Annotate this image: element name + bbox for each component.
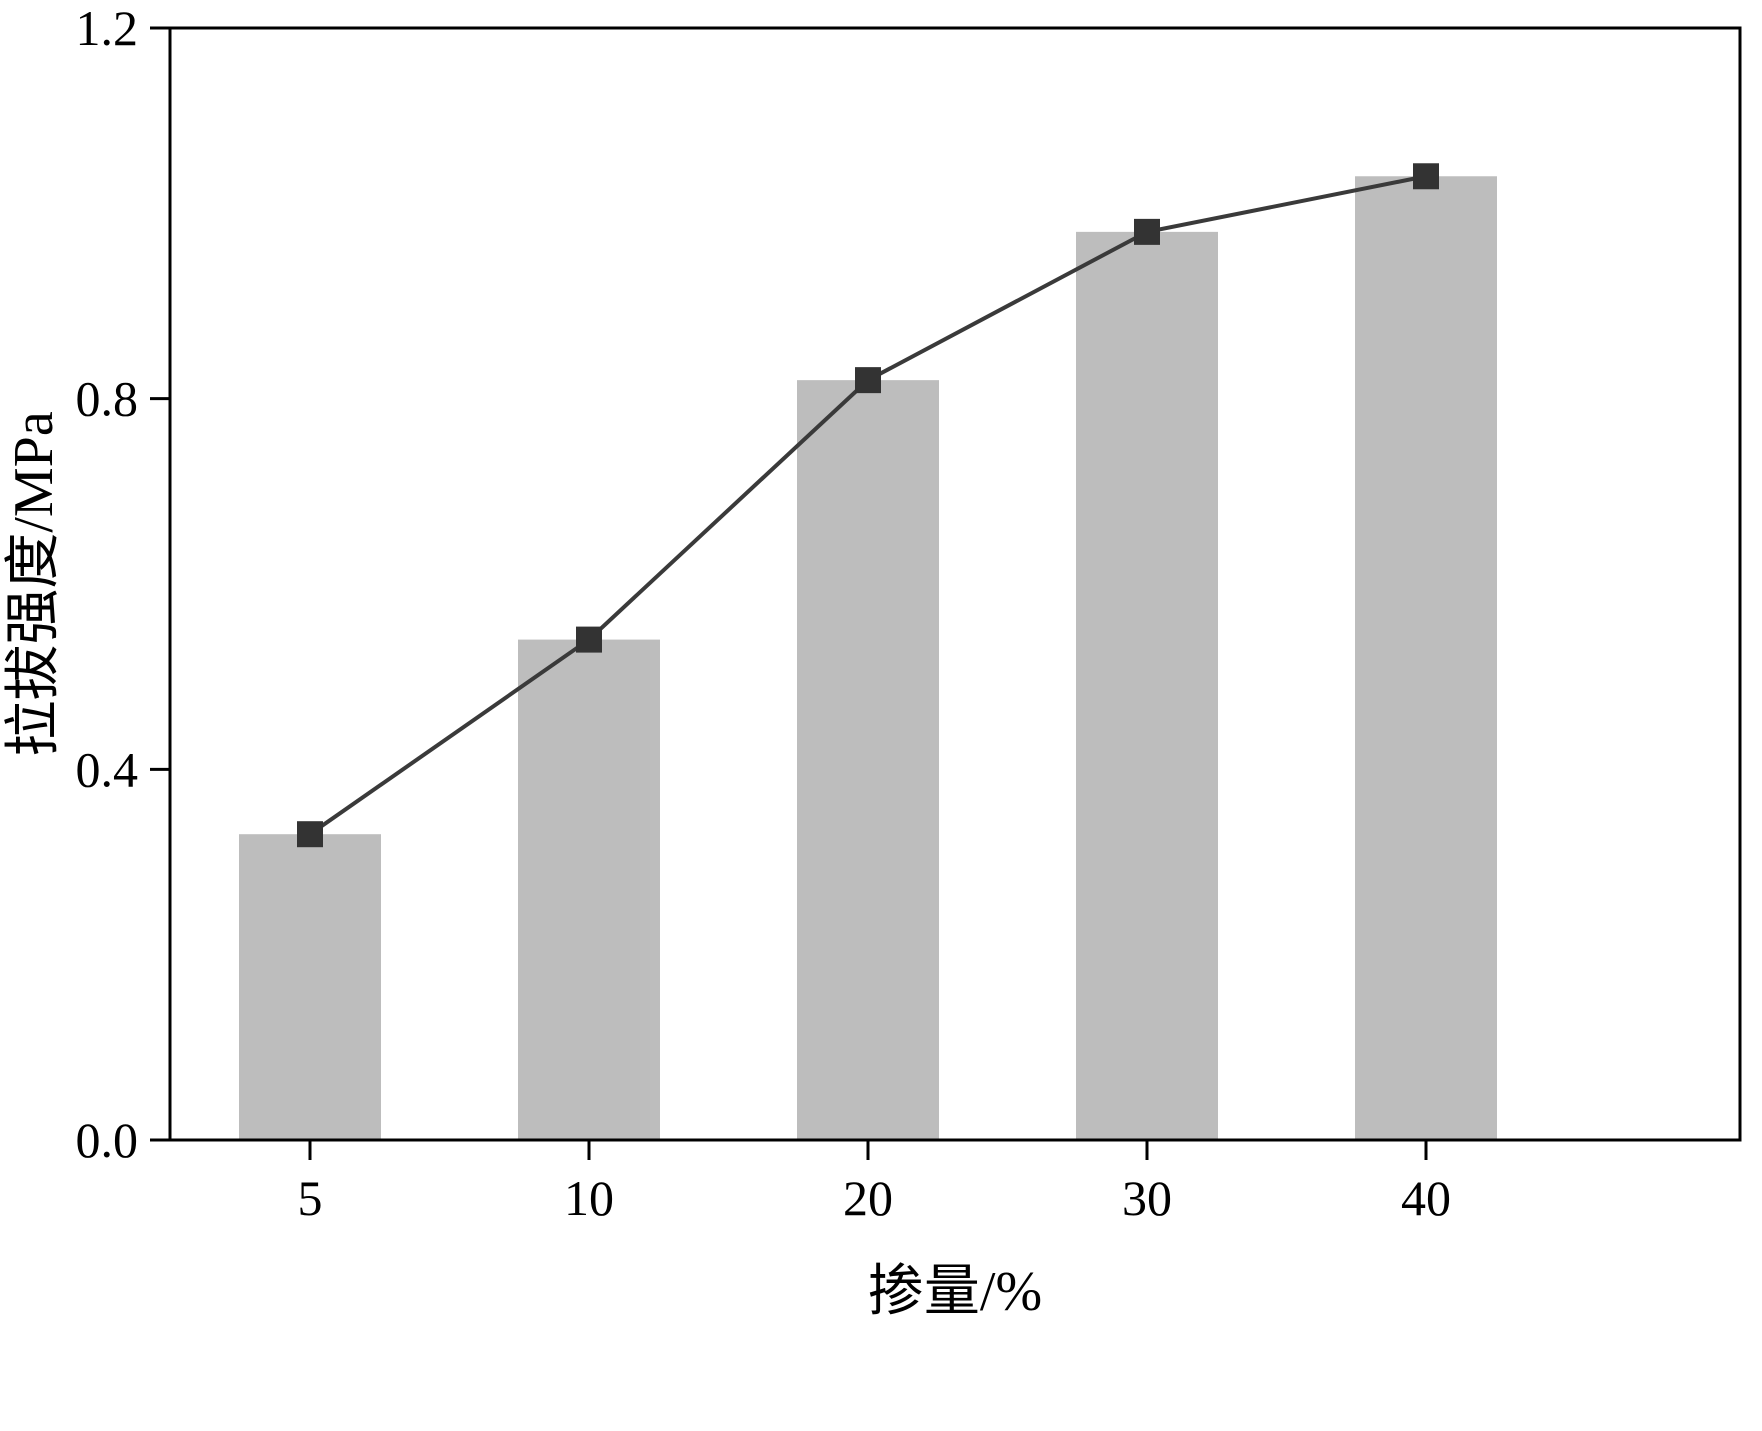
- plot-layer: 0.0 0.4 0.8 1.2 5 10 20 30 40: [76, 0, 1742, 1226]
- bar: [518, 639, 660, 1140]
- line-marker: [1134, 218, 1160, 245]
- bar: [797, 380, 939, 1141]
- x-tick-label: 30: [1122, 1170, 1172, 1226]
- bar: [239, 834, 381, 1140]
- y-tick-label: 1.2: [76, 0, 139, 56]
- x-tick-label: 40: [1401, 1170, 1451, 1226]
- line-marker: [1413, 163, 1439, 190]
- plot-border: [168, 26, 1742, 1142]
- line-marker: [576, 626, 602, 653]
- bar: [1355, 176, 1497, 1140]
- x-tick-label: 5: [298, 1170, 323, 1226]
- bar: [1076, 231, 1218, 1140]
- line-marker: [855, 367, 881, 394]
- x-tick-label: 10: [564, 1170, 614, 1226]
- x-tick-label: 20: [843, 1170, 893, 1226]
- y-tick-label: 0.4: [76, 741, 139, 797]
- line-marker: [297, 821, 323, 848]
- y-tick-label: 0.0: [76, 1112, 139, 1168]
- x-axis-label: 掺量/%: [868, 1261, 1042, 1323]
- y-axis-label: 拉拔强度/MPa: [3, 411, 65, 756]
- y-tick-label: 0.8: [76, 371, 139, 427]
